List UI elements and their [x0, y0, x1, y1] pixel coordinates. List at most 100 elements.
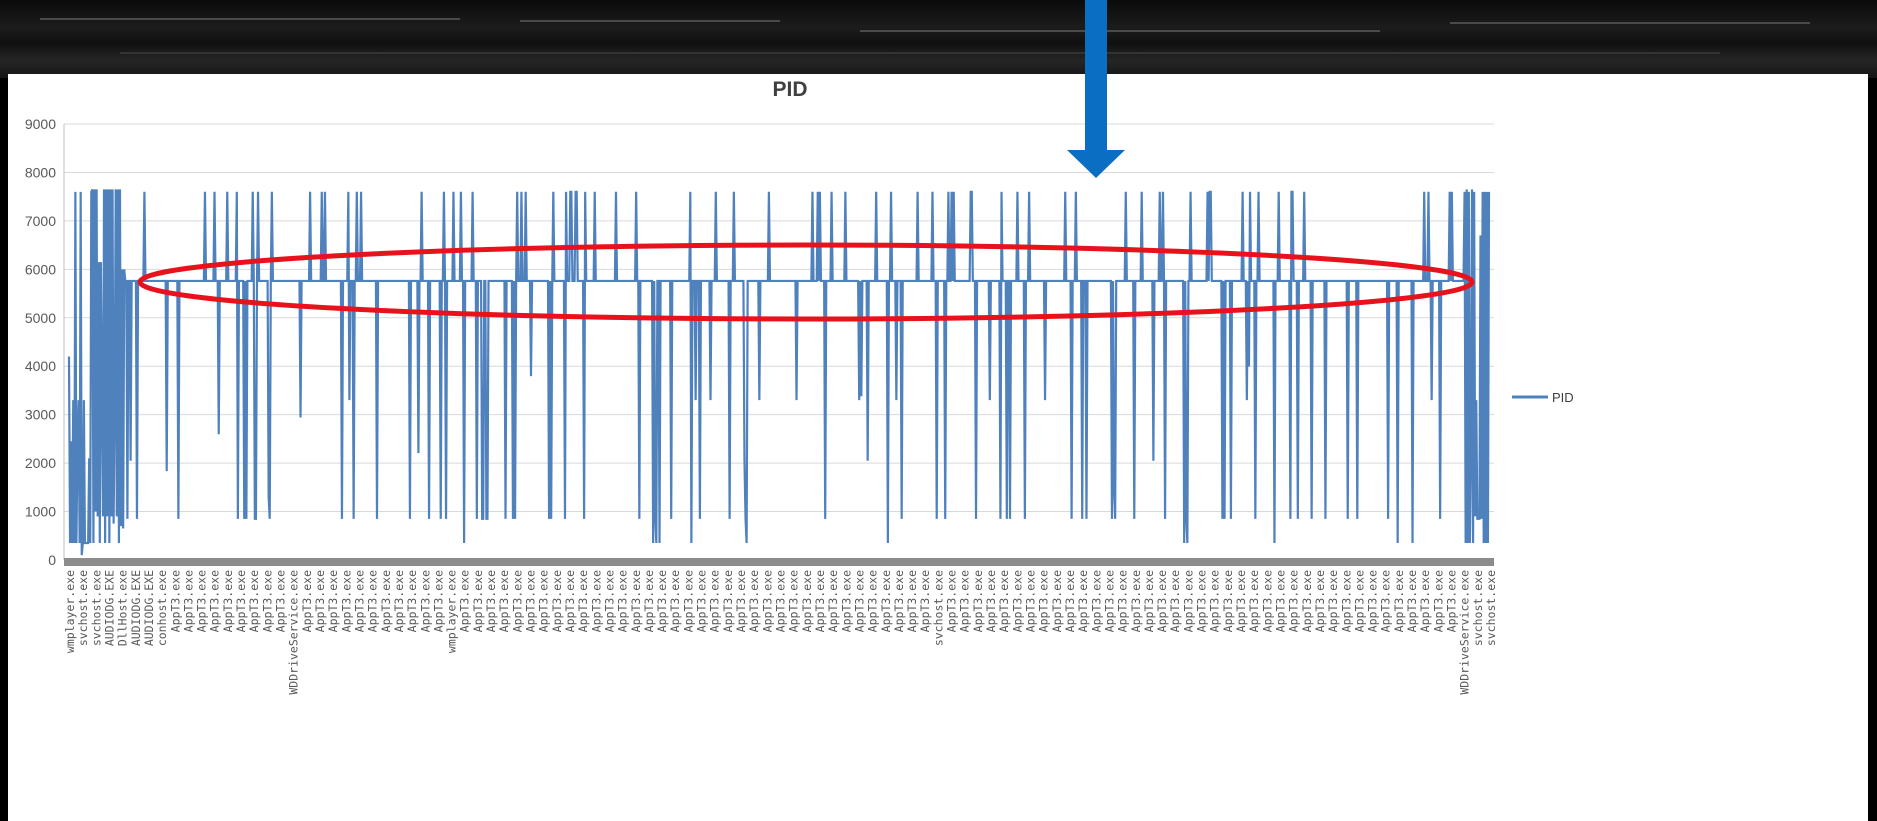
x-tick-label: AppT3.exe	[616, 570, 630, 632]
y-tick-label: 6000	[25, 261, 56, 277]
x-tick-label: AppT3.exe	[353, 570, 367, 632]
x-tick-label: AppT3.exe	[1063, 570, 1077, 632]
x-tick-label: AppT3.exe	[1089, 570, 1103, 632]
chart-sheet: 0 1000 2000 3000 4000 5000 6000 7000 8000 9000 wm…	[8, 74, 1868, 821]
x-tick-label: AppT3.exe	[168, 570, 182, 632]
x-tick-label: AppT3.exe	[1260, 570, 1274, 632]
x-tick-label: AppT3.exe	[326, 570, 340, 632]
x-tick-label: AppT3.exe	[1326, 570, 1340, 632]
x-tick-label: AppT3.exe	[918, 570, 932, 632]
x-tick-label: AppT3.exe	[181, 570, 195, 632]
x-tick-label: svchost.exe	[76, 570, 90, 646]
x-tick-label: AppT3.exe	[997, 570, 1011, 632]
x-tick-label: AppT3.exe	[1155, 570, 1169, 632]
x-tick-label: AppT3.exe	[852, 570, 866, 632]
x-tick-label: DllHost.exe	[116, 570, 130, 646]
x-tick-label: AppT3.exe	[958, 570, 972, 632]
x-tick-label: AppT3.exe	[695, 570, 709, 632]
x-tick-label: AppT3.exe	[431, 570, 445, 632]
x-tick-label: AppT3.exe	[208, 570, 222, 632]
x-tick-label: AppT3.exe	[274, 570, 288, 632]
x-tick-label: wmplayer.exe	[63, 570, 77, 653]
x-tick-label: AppT3.exe	[497, 570, 511, 632]
x-tick-label: AppT3.exe	[747, 570, 761, 632]
x-tick-label: AppT3.exe	[510, 570, 524, 632]
x-tick-label: AppT3.exe	[563, 570, 577, 632]
x-tick-label: AppT3.exe	[1037, 570, 1051, 632]
x-tick-label: AppT3.exe	[300, 570, 314, 632]
x-tick-label: WDDriveService.exe	[1458, 570, 1472, 695]
series-pid	[67, 188, 1491, 556]
x-tick-label: AppT3.exe	[603, 570, 617, 632]
y-tick-label: 4000	[25, 358, 56, 374]
x-tick-label: AppT3.exe	[1300, 570, 1314, 632]
x-tick-label: AppT3.exe	[1418, 570, 1432, 632]
x-tick-label: svchost.exe	[1484, 570, 1498, 646]
x-tick-label: AppT3.exe	[945, 570, 959, 632]
x-tick-label: AppT3.exe	[800, 570, 814, 632]
x-tick-label: AppT3.exe	[392, 570, 406, 632]
x-tick-label: AppT3.exe	[1181, 570, 1195, 632]
x-tick-label: AppT3.exe	[1247, 570, 1261, 632]
x-tick-label: AppT3.exe	[1116, 570, 1130, 632]
x-tick-label: AppT3.exe	[1234, 570, 1248, 632]
y-axis-ticks: 0 1000 2000 3000 4000 5000 6000 7000 8000 9000	[25, 116, 56, 568]
x-tick-label: AppT3.exe	[221, 570, 235, 632]
x-tick-label: AppT3.exe	[681, 570, 695, 632]
x-tick-label: AppT3.exe	[379, 570, 393, 632]
y-tick-label: 2000	[25, 455, 56, 471]
x-tick-label: AppT3.exe	[984, 570, 998, 632]
x-tick-label: AppT3.exe	[234, 570, 248, 632]
x-tick-label: AppT3.exe	[1195, 570, 1209, 632]
legend: PID	[1512, 390, 1574, 405]
x-tick-label: AppT3.exe	[195, 570, 209, 632]
x-tick-label: AppT3.exe	[1024, 570, 1038, 632]
x-tick-label: AppT3.exe	[668, 570, 682, 632]
x-tick-label: AppT3.exe	[1168, 570, 1182, 632]
x-tick-label: svchost.exe	[931, 570, 945, 646]
x-tick-label: AppT3.exe	[339, 570, 353, 632]
x-tick-label: AppT3.exe	[550, 570, 564, 632]
x-tick-label: AppT3.exe	[1208, 570, 1222, 632]
x-tick-label: AppT3.exe	[247, 570, 261, 632]
series-line-pid	[67, 188, 1491, 556]
x-tick-label: AppT3.exe	[1352, 570, 1366, 632]
x-tick-label: AppT3.exe	[1366, 570, 1380, 632]
x-tick-label: AppT3.exe	[734, 570, 748, 632]
x-tick-label: AppT3.exe	[879, 570, 893, 632]
x-tick-label: AppT3.exe	[708, 570, 722, 632]
x-axis-ticks: wmplayer.exe svchost.exe svchost.exe AUDIOD…	[63, 570, 1498, 695]
x-tick-label: conhost.exe	[155, 570, 169, 646]
x-tick-label: AppT3.exe	[971, 570, 985, 632]
x-tick-label: AppT3.exe	[1102, 570, 1116, 632]
x-tick-label: AppT3.exe	[1339, 570, 1353, 632]
x-tick-label: AppT3.exe	[537, 570, 551, 632]
dark-header-band	[0, 0, 1877, 78]
x-tick-label: AppT3.exe	[1313, 570, 1327, 632]
x-tick-label: AppT3.exe	[787, 570, 801, 632]
x-tick-label: AUDIODG.EXE	[129, 570, 143, 646]
gridlines	[63, 123, 1494, 560]
x-tick-label: AppT3.exe	[524, 570, 538, 632]
x-tick-label: AppT3.exe	[892, 570, 906, 632]
x-tick-label: AppT3.exe	[418, 570, 432, 632]
x-tick-label: AppT3.exe	[629, 570, 643, 632]
highlight-ellipse	[137, 242, 1475, 322]
x-tick-label: AppT3.exe	[866, 570, 880, 632]
y-tick-label: 0	[48, 552, 56, 568]
x-tick-label: AppT3.exe	[458, 570, 472, 632]
x-tick-label: AppT3.exe	[655, 570, 669, 632]
x-tick-label: AppT3.exe	[774, 570, 788, 632]
x-tick-label: AppT3.exe	[366, 570, 380, 632]
x-tick-label: AppT3.exe	[260, 570, 274, 632]
x-tick-label: AppT3.exe	[1287, 570, 1301, 632]
x-tick-label: AppT3.exe	[484, 570, 498, 632]
x-tick-label: AppT3.exe	[1445, 570, 1459, 632]
x-tick-label: AppT3.exe	[642, 570, 656, 632]
x-tick-label: AppT3.exe	[839, 570, 853, 632]
x-tick-label: AppT3.exe	[760, 570, 774, 632]
y-tick-label: 9000	[25, 116, 56, 132]
x-tick-label: svchost.exe	[1471, 570, 1485, 646]
y-tick-label: 8000	[25, 164, 56, 180]
x-tick-label: wmplayer.exe	[445, 570, 459, 653]
